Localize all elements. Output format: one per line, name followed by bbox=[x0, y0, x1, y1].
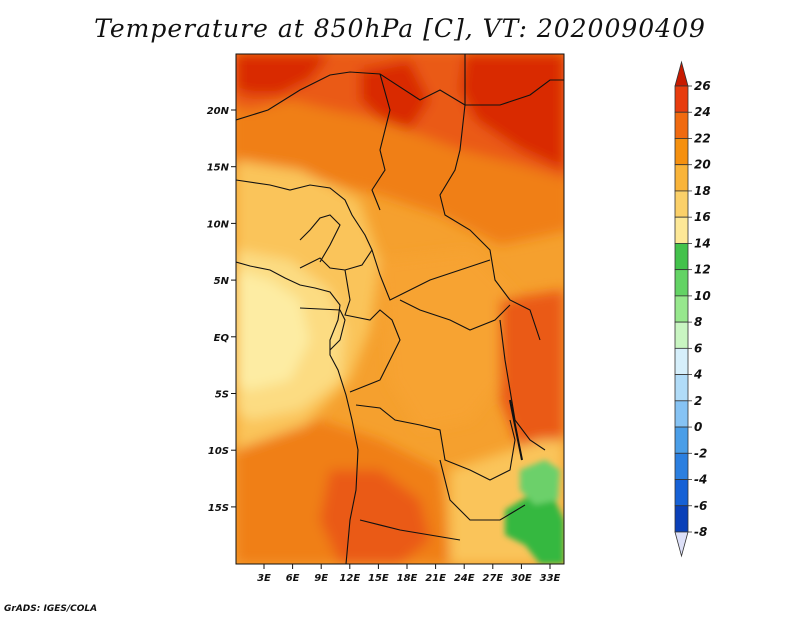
lon-tick-label: 24E bbox=[454, 573, 475, 584]
temperature-field bbox=[236, 54, 564, 564]
border-drc-south bbox=[355, 404, 516, 481]
colorbar-label: 22 bbox=[694, 131, 711, 145]
colorbar-label: 8 bbox=[694, 315, 702, 329]
colorbar-bottom-arrow bbox=[674, 531, 689, 558]
lat-tick-label: 5S bbox=[215, 390, 229, 401]
colorbar-box bbox=[674, 347, 689, 375]
lon-tick-label: 15E bbox=[368, 573, 389, 584]
colorbar-box bbox=[674, 452, 689, 480]
colorbar-box bbox=[674, 164, 689, 192]
border-ne bbox=[465, 79, 564, 106]
colorbar-label: 20 bbox=[694, 158, 711, 172]
colorbar-box bbox=[674, 190, 689, 218]
colorbar-label: 14 bbox=[694, 236, 711, 250]
colorbar-label: 2 bbox=[694, 394, 702, 408]
map-frame bbox=[235, 53, 565, 565]
border-congo bbox=[344, 269, 401, 393]
border-gabon bbox=[299, 307, 346, 351]
field-coast-cold bbox=[236, 270, 310, 390]
border-cameroon bbox=[299, 214, 341, 263]
colorbar-top-arrow bbox=[674, 60, 689, 87]
border-zambia bbox=[439, 459, 526, 521]
colorbar-box bbox=[674, 321, 689, 349]
colorbar-label: -8 bbox=[694, 525, 707, 539]
field-south-hot bbox=[320, 470, 430, 564]
colorbar-box bbox=[674, 216, 689, 244]
lon-tick-label: 27E bbox=[482, 573, 503, 584]
longitude-axis: 3E 6E 9E 12E 15E 18E 21E 24E 27E 30E 33E bbox=[257, 564, 561, 584]
colorbar-label: 10 bbox=[694, 289, 711, 303]
map-title: Temperature at 850hPa [C], VT: 202009040… bbox=[94, 14, 706, 43]
latitude-axis: 20N 15N 10N 5N EQ 5S 10S 15S bbox=[207, 106, 236, 514]
border-sudan bbox=[439, 104, 541, 341]
colorbar-box bbox=[674, 295, 689, 323]
lon-tick-label: 3E bbox=[257, 573, 271, 584]
colorbar-label: 16 bbox=[694, 210, 711, 224]
credit-text: GrADS: IGES/COLA bbox=[4, 604, 98, 614]
colorbar-label: 4 bbox=[693, 368, 702, 382]
lon-tick-label: 33E bbox=[540, 573, 561, 584]
border-car bbox=[371, 249, 491, 301]
border-east bbox=[499, 319, 546, 451]
colorbar-box bbox=[674, 426, 689, 454]
lat-tick-label: 20N bbox=[207, 106, 230, 117]
colorbar-box bbox=[674, 374, 689, 402]
country-borders bbox=[236, 54, 564, 564]
lon-tick-label: 30E bbox=[511, 573, 532, 584]
colorbar-label: 26 bbox=[694, 79, 711, 93]
lat-tick-label: 5N bbox=[214, 276, 230, 287]
colorbar-label: 24 bbox=[694, 105, 711, 119]
field-north-very-hot-west bbox=[236, 54, 330, 95]
field-north-very-hot-east bbox=[460, 54, 564, 170]
colorbar-label: -2 bbox=[694, 446, 707, 460]
colorbar-box bbox=[674, 85, 689, 113]
colorbar-label: -4 bbox=[694, 473, 707, 487]
colorbar-box bbox=[674, 243, 689, 271]
lon-tick-label: 9E bbox=[314, 573, 328, 584]
field-light-green-highlands bbox=[520, 460, 560, 505]
colorbar-label: 12 bbox=[694, 263, 711, 277]
colorbar-box bbox=[674, 269, 689, 297]
colorbar-box bbox=[674, 505, 689, 533]
field-central-mild bbox=[380, 250, 520, 430]
coastline bbox=[236, 261, 359, 564]
colorbar-label: -6 bbox=[694, 499, 707, 513]
colorbar-box bbox=[674, 138, 689, 166]
border-drc-north bbox=[399, 299, 511, 331]
border-lake-tanganyika bbox=[509, 399, 523, 461]
lon-tick-label: 18E bbox=[397, 573, 418, 584]
border-angola bbox=[359, 519, 461, 541]
lat-tick-label: 15S bbox=[208, 503, 229, 514]
colorbar-label: 18 bbox=[694, 184, 711, 198]
colorbar-box bbox=[674, 400, 689, 428]
lat-tick-label: 10N bbox=[207, 219, 230, 230]
lon-tick-label: 6E bbox=[286, 573, 300, 584]
field-green-highlands bbox=[505, 495, 564, 564]
lat-tick-label: 15N bbox=[207, 163, 230, 174]
field-east-warm bbox=[500, 290, 564, 450]
colorbar-label: 0 bbox=[694, 420, 702, 434]
lon-tick-label: 21E bbox=[425, 573, 446, 584]
colorbar-box bbox=[674, 479, 689, 507]
border-chad-libya bbox=[371, 73, 391, 211]
border-north bbox=[236, 54, 466, 121]
field-north-very-hot-center bbox=[360, 60, 430, 130]
lat-tick-label: EQ bbox=[214, 333, 230, 344]
colorbar-box bbox=[674, 111, 689, 139]
border-nigeria bbox=[236, 179, 373, 271]
colorbar-label: 6 bbox=[694, 341, 702, 355]
lon-tick-label: 12E bbox=[339, 573, 360, 584]
lat-tick-label: 10S bbox=[208, 446, 229, 457]
